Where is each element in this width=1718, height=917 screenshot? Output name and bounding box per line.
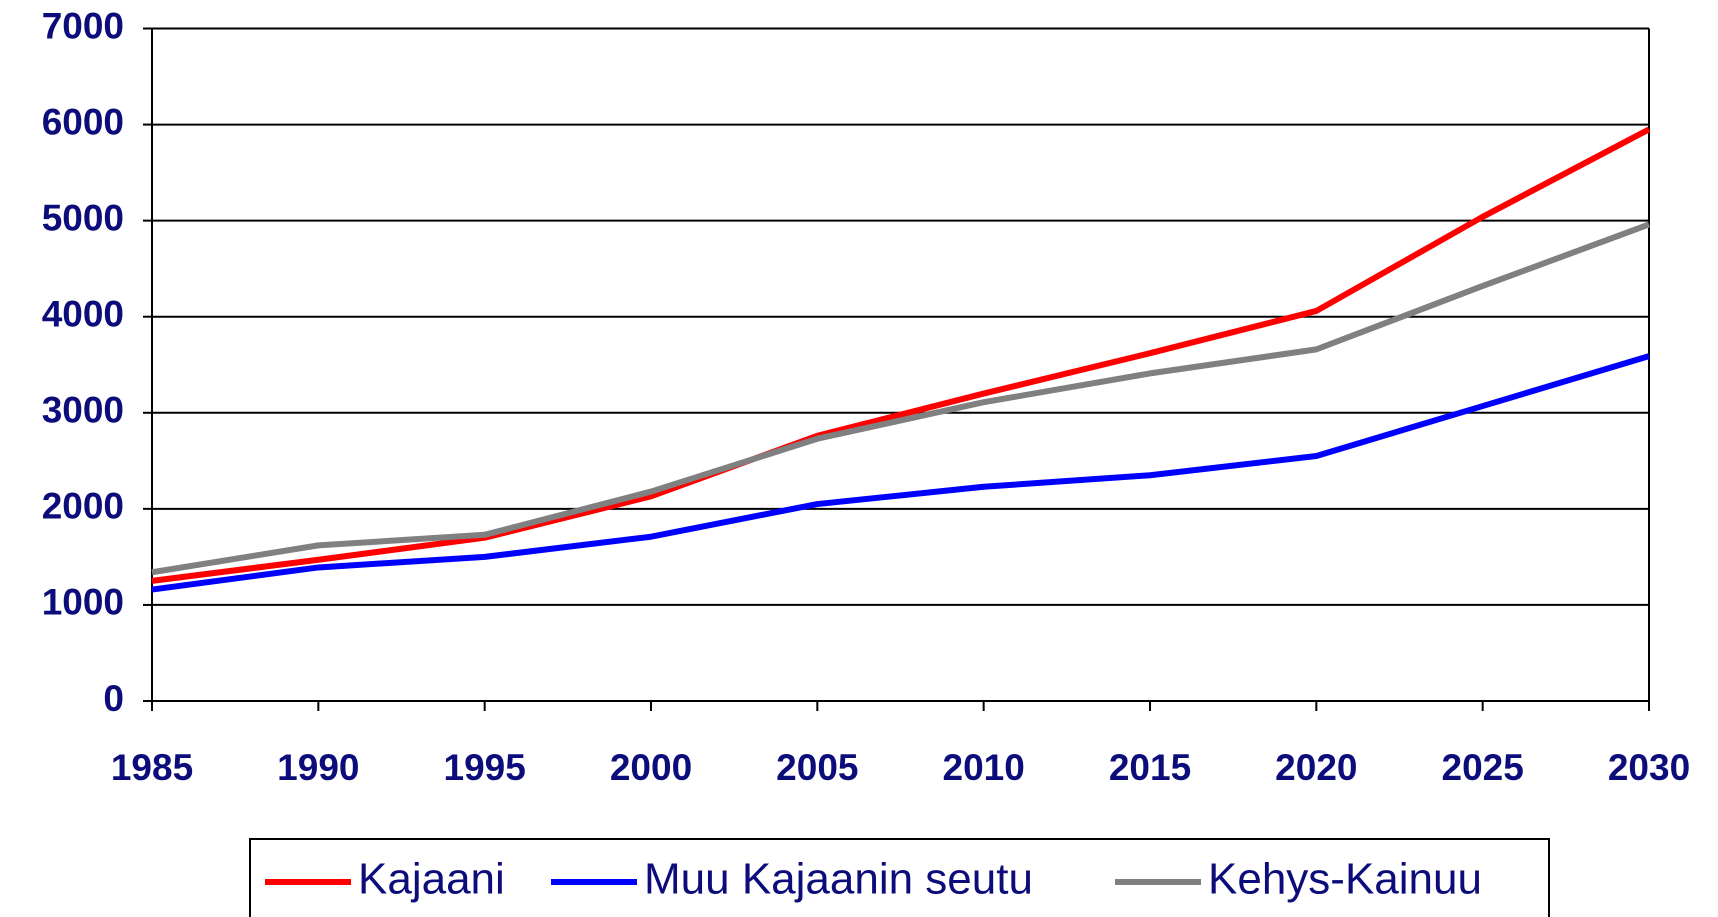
x-tick-label: 2020 [1275, 747, 1357, 788]
y-tick-label: 2000 [42, 486, 124, 527]
y-tick-label: 4000 [42, 293, 124, 334]
legend-label: Muu Kajaanin seutu [644, 855, 1033, 904]
legend-label: Kehys-Kainuu [1208, 855, 1482, 904]
series-line [152, 129, 1649, 581]
y-tick-label: 6000 [42, 101, 124, 142]
series-line [152, 224, 1649, 572]
chart: 0 1000 2000 3000 4000 5000 6000 7000 1985 1990 199… [0, 0, 1718, 917]
x-tick-label: 1990 [277, 747, 359, 788]
page: {"chart_data": {"type": "line", "x": [19… [0, 0, 1718, 917]
x-tick-label: 1985 [111, 747, 193, 788]
x-tick-label: 2015 [1109, 747, 1191, 788]
legend-label: Kajaani [358, 855, 505, 904]
x-tick-label: 2000 [610, 747, 692, 788]
y-tick-label: 1000 [42, 582, 124, 623]
x-tick-label: 2025 [1442, 747, 1524, 788]
y-tick-label: 7000 [42, 5, 124, 46]
x-tick-label: 1995 [444, 747, 526, 788]
y-tick-label: 5000 [42, 197, 124, 238]
y-tick-label: 3000 [42, 390, 124, 431]
x-tick-label: 2010 [943, 747, 1025, 788]
x-tick-label: 2030 [1608, 747, 1690, 788]
y-tick-label: 0 [103, 678, 124, 719]
x-tick-label: 2005 [776, 747, 858, 788]
